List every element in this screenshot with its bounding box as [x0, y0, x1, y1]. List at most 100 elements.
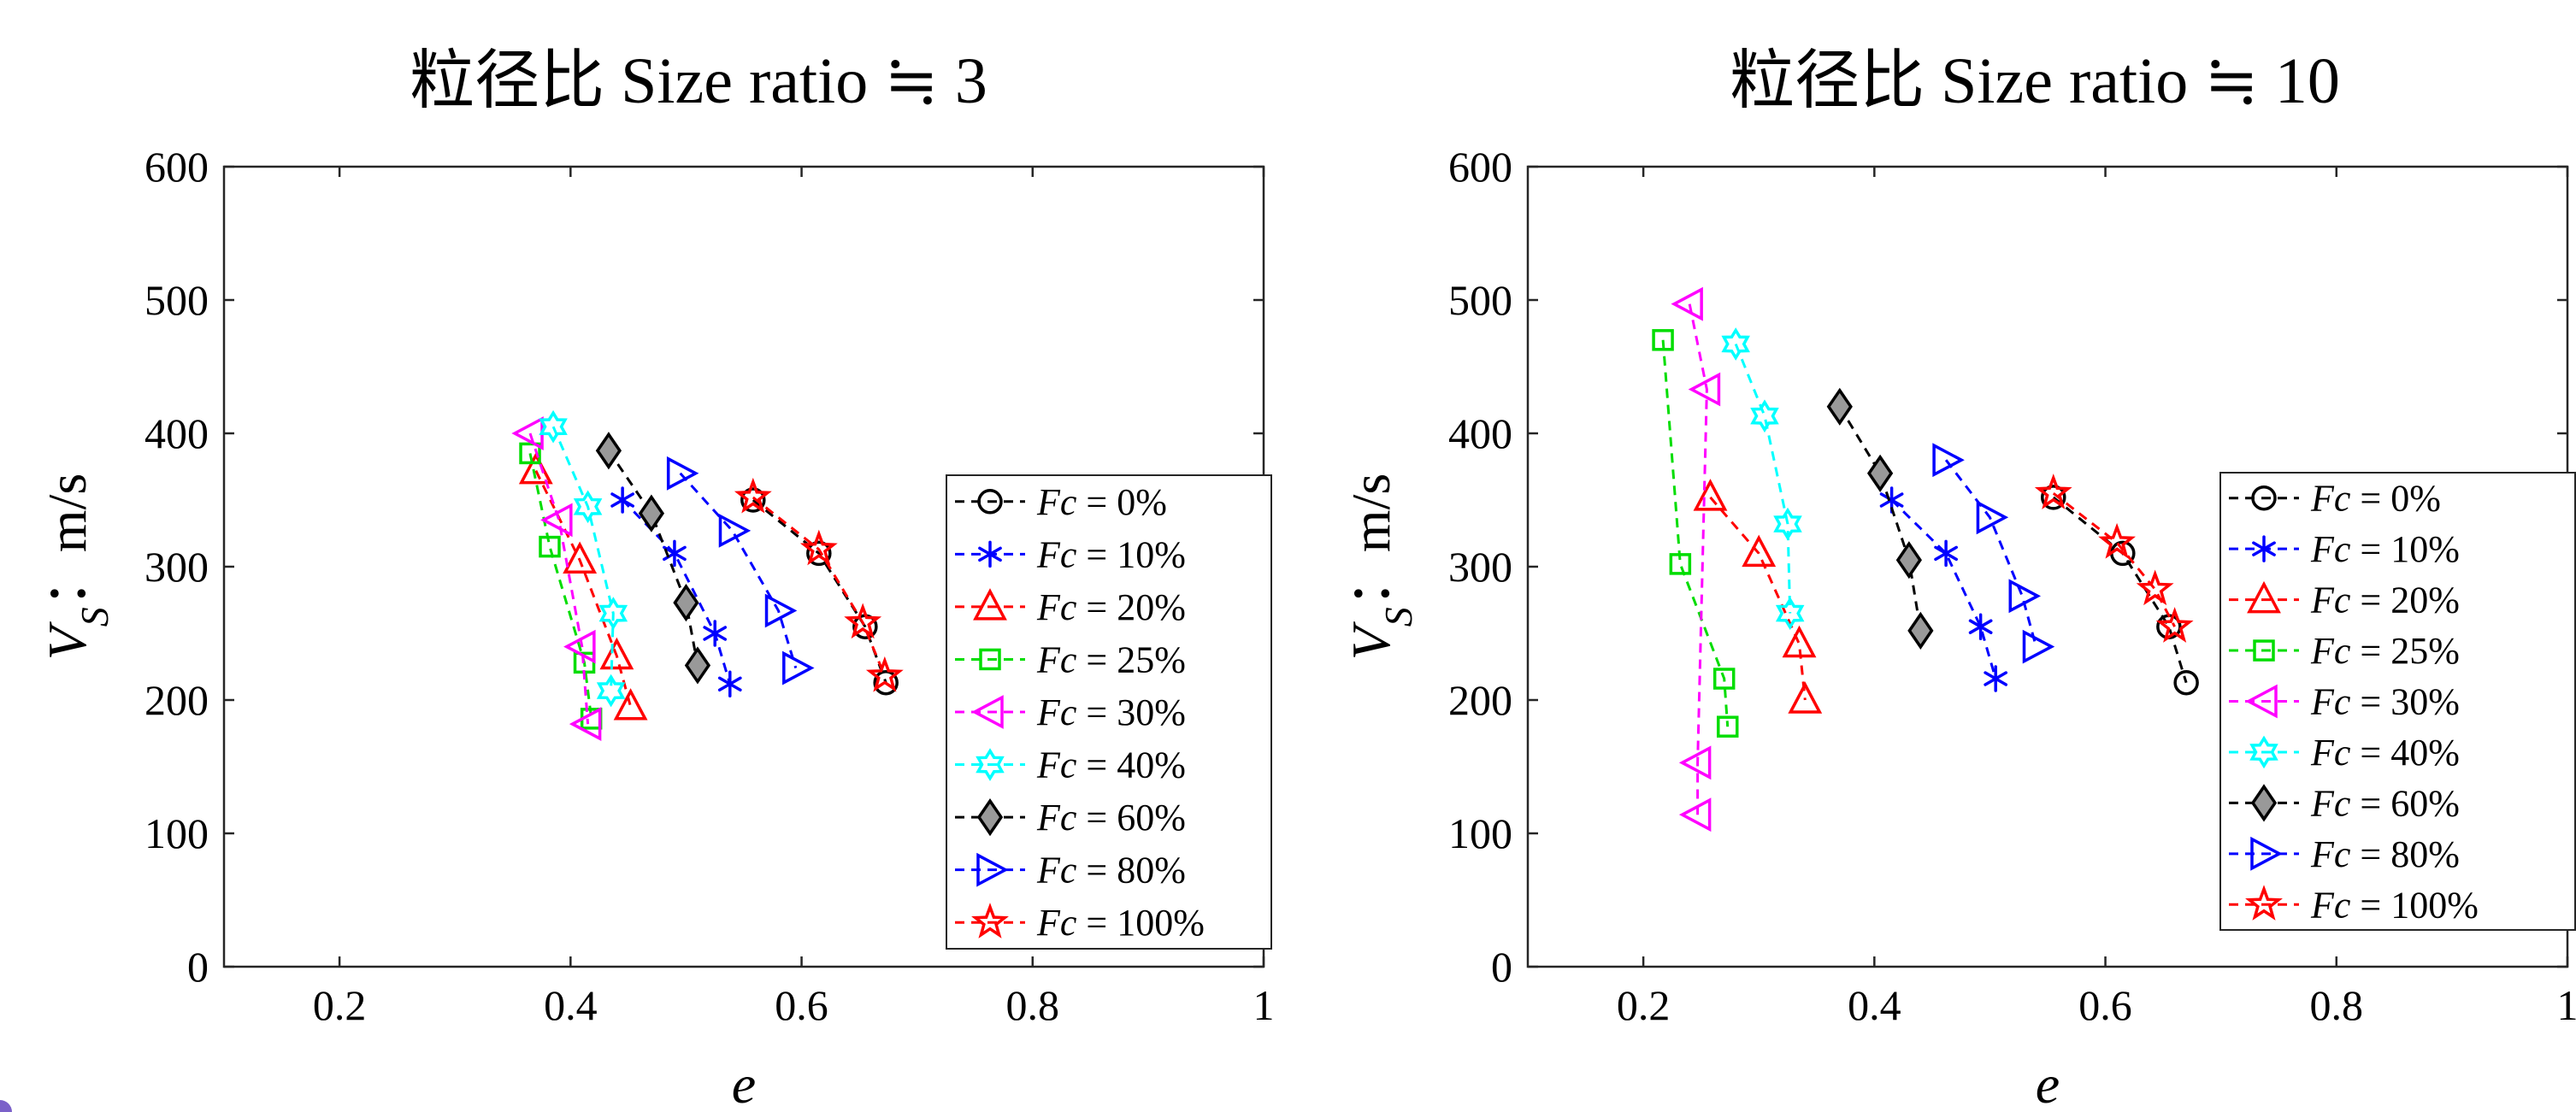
- legend-value: 10%: [1117, 533, 1186, 575]
- legend-var: Fc: [2310, 732, 2351, 774]
- data-point-marker: [1671, 286, 1703, 321]
- series-0pct: [2041, 485, 2199, 696]
- y-axis-label-main: V: [1341, 621, 1401, 660]
- series-80pct: [1932, 443, 2055, 664]
- x-axis-ticks: 0.2 0.4 0.6 0.8 1: [1617, 167, 2576, 1029]
- legend-value: 100%: [1117, 902, 1205, 944]
- data-point-marker: [638, 494, 665, 532]
- legend-value: 100%: [2390, 884, 2479, 926]
- legend-value: 80%: [1117, 850, 1186, 891]
- data-point-marker: [764, 593, 798, 628]
- x-tick-label: 1: [1253, 981, 1275, 1029]
- x-tick-label: 0.6: [2078, 981, 2132, 1029]
- legend: Fc = 0%Fc = 10%Fc = 20%Fc = 25%Fc = 30%F…: [946, 474, 1272, 950]
- data-point-marker: [596, 674, 626, 708]
- legend-label: Fc = 0%: [1036, 481, 1167, 523]
- legend-value: 60%: [2390, 782, 2460, 824]
- data-point-marker: [598, 597, 628, 630]
- x-tick-label: 1: [2557, 981, 2576, 1029]
- series-40pct: [1721, 327, 1805, 630]
- data-series-group: [1652, 286, 2199, 833]
- data-point-marker: [1678, 797, 1712, 833]
- data-point-marker: [2173, 669, 2199, 696]
- y-tick-label: 600: [144, 143, 209, 191]
- series-100pct: [734, 477, 904, 692]
- legend-var: Fc: [2310, 580, 2351, 621]
- legend-marker: [2247, 580, 2281, 614]
- x-tick-label: 0.8: [2310, 981, 2364, 1029]
- legend-entry: Fc = 40%: [955, 744, 1186, 786]
- x-axis-ticks: 0.2 0.4 0.6 0.8 1: [313, 167, 1275, 1029]
- legend-label: Fc = 30%: [2310, 681, 2460, 723]
- legend-marker: [971, 903, 1009, 938]
- series-25pct: [1652, 329, 1739, 738]
- legend-marker: [976, 852, 1009, 887]
- series-100pct: [2034, 474, 2194, 643]
- data-point-marker: [613, 688, 648, 721]
- legend-value: 0%: [1117, 481, 1167, 523]
- y-axis-label: VS：m/s: [37, 474, 116, 661]
- legend-eq: =: [2350, 630, 2390, 672]
- legend-value: 40%: [2390, 732, 2460, 774]
- series-line: [2052, 492, 2176, 627]
- data-point-marker: [718, 513, 752, 548]
- x-tick-label: 0.8: [1006, 981, 1060, 1029]
- data-point-marker: [539, 409, 568, 444]
- legend-label: Fc = 40%: [1036, 744, 1186, 786]
- legend: Fc = 0%Fc = 10%Fc = 20%Fc = 25%Fc = 30%F…: [2219, 472, 2576, 931]
- legend-label: Fc = 40%: [2310, 732, 2460, 774]
- x-tick-label: 0.2: [313, 981, 367, 1029]
- legend-label: Fc = 0%: [2310, 478, 2441, 520]
- data-series-group: [511, 409, 904, 741]
- legend-eq: =: [2350, 681, 2390, 723]
- legend-entry: Fc = 80%: [955, 850, 1186, 891]
- data-point-marker: [1688, 372, 1721, 407]
- data-point-marker: [684, 646, 711, 685]
- data-point-marker: [1712, 668, 1736, 690]
- data-point-marker: [1826, 387, 1853, 426]
- series-line: [528, 453, 593, 719]
- legend-eq: =: [1076, 691, 1117, 733]
- legend-var: Fc: [2310, 782, 2351, 824]
- series-line: [1944, 459, 2037, 647]
- series-line: [1890, 498, 1997, 680]
- legend-marker: [2249, 735, 2278, 769]
- x-tick-label: 0.2: [1617, 981, 1671, 1029]
- y-tick-label: 400: [1448, 409, 1512, 457]
- legend-label: Fc = 100%: [2310, 884, 2479, 926]
- legend-marker: [971, 695, 1004, 729]
- series-25pct: [519, 442, 603, 730]
- data-point-marker: [844, 603, 882, 639]
- data-point-marker: [740, 487, 766, 513]
- data-point-marker: [563, 629, 596, 664]
- legend-var: Fc: [1036, 481, 1077, 523]
- legend-value: 25%: [2390, 630, 2460, 672]
- legend-entry: Fc = 30%: [2229, 681, 2460, 723]
- data-point-marker: [518, 451, 553, 485]
- y-tick-label: 300: [1448, 543, 1512, 591]
- chart-title: 粒径比 Size ratio ≒ 3: [410, 45, 987, 117]
- series-line: [752, 498, 887, 684]
- legend-value: 10%: [2390, 528, 2460, 570]
- legend-entry: Fc = 20%: [955, 586, 1186, 628]
- legend-entry: Fc = 30%: [955, 691, 1186, 733]
- data-point-marker: [1782, 625, 1817, 658]
- data-point-marker: [1934, 539, 1958, 568]
- series-line: [679, 472, 798, 669]
- legend-var: Fc: [1036, 902, 1077, 944]
- legend-label: Fc = 20%: [2310, 580, 2460, 621]
- series-line: [1709, 496, 1807, 701]
- legend-value: 30%: [1117, 691, 1186, 733]
- legend-label: Fc = 25%: [2310, 630, 2460, 672]
- legend-entry: Fc = 60%: [955, 797, 1186, 838]
- legend-var: Fc: [1036, 744, 1077, 786]
- data-point-marker: [1750, 399, 1779, 433]
- legend-marker: [2252, 535, 2276, 562]
- legend-eq: =: [1076, 850, 1117, 891]
- y-axis-label-unit: ：m/s: [37, 474, 97, 607]
- data-point-marker: [1907, 611, 1934, 650]
- data-point-marker: [2008, 579, 2042, 614]
- chart-panel-size-ratio-3: 粒径比 Size ratio ≒ 3 0.2 0.4 0.6 0.8 1 0 100 200…: [37, 45, 1275, 1112]
- legend-var: Fc: [2310, 528, 2351, 570]
- data-point-marker: [540, 503, 573, 538]
